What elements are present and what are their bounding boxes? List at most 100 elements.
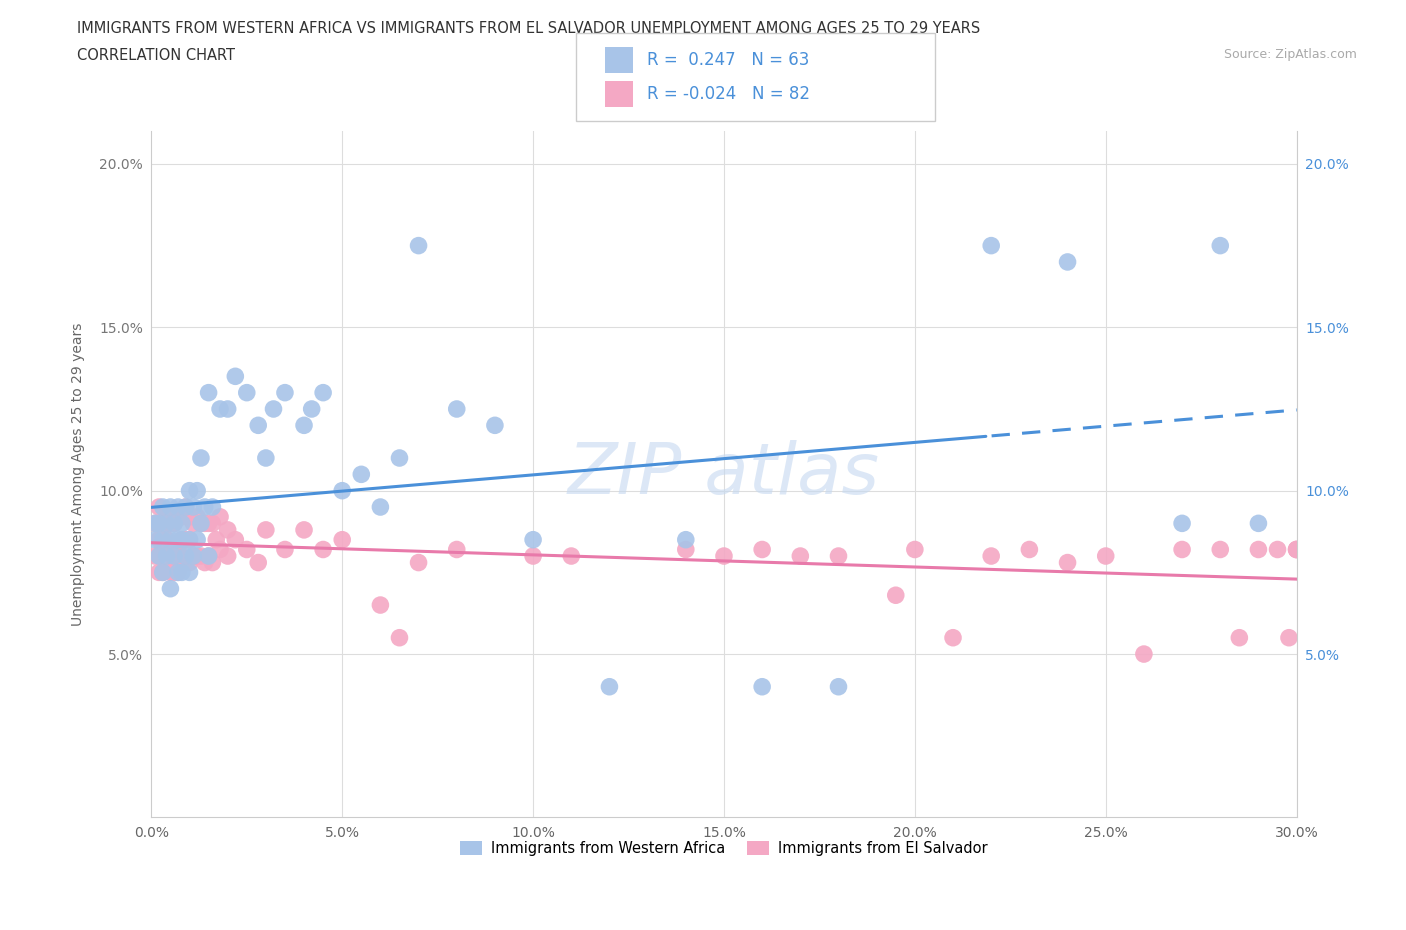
Text: R =  0.247   N = 63: R = 0.247 N = 63 [647,51,808,69]
Point [942,631,965,645]
Point [217,549,239,564]
Point [163,516,186,531]
Point [675,532,697,547]
Point [713,549,735,564]
Text: R = -0.024   N = 82: R = -0.024 N = 82 [647,85,810,102]
Point [1285,542,1308,557]
Point [155,510,177,525]
Point [1209,238,1232,253]
Point [148,549,170,564]
Point [274,542,297,557]
Point [197,549,219,564]
Point [217,523,239,538]
Point [1227,631,1250,645]
Point [179,532,201,547]
Point [274,385,297,400]
Point [163,549,186,564]
Point [1285,542,1308,557]
Point [446,542,468,557]
Point [186,484,208,498]
Point [224,532,246,547]
Point [170,565,193,579]
Text: ZIP atlas: ZIP atlas [568,440,880,509]
Point [174,532,197,547]
Point [155,555,177,570]
Point [598,679,620,694]
Point [197,385,219,400]
Point [143,549,166,564]
Point [1267,542,1289,557]
Point [148,532,170,547]
Point [247,555,270,570]
Point [522,532,544,547]
Point [159,542,181,557]
Y-axis label: Unemployment Among Ages 25 to 29 years: Unemployment Among Ages 25 to 29 years [72,323,86,626]
Point [904,542,927,557]
Point [170,532,193,547]
Point [201,499,224,514]
Point [152,532,174,547]
Point [179,484,201,498]
Point [1018,542,1040,557]
Point [751,542,773,557]
Point [159,516,181,531]
Point [254,523,277,538]
Point [330,484,353,498]
Point [148,499,170,514]
Point [179,555,201,570]
Point [388,631,411,645]
Point [143,516,166,531]
Point [170,516,193,531]
Point [1056,255,1078,270]
Point [1094,549,1116,564]
Point [827,549,849,564]
Point [675,542,697,557]
Point [194,499,217,514]
Point [1209,542,1232,557]
Point [190,516,212,531]
Point [751,679,773,694]
Point [152,499,174,514]
Point [179,510,201,525]
Point [152,565,174,579]
Point [247,418,270,432]
Point [209,510,232,525]
Point [143,516,166,531]
Point [224,369,246,384]
Point [174,499,197,514]
Point [789,549,811,564]
Point [236,542,259,557]
Point [186,549,208,564]
Point [388,450,411,465]
Point [205,532,228,547]
Point [167,542,190,557]
Point [301,402,323,417]
Point [236,385,259,400]
Point [980,238,1002,253]
Point [263,402,285,417]
Point [408,238,430,253]
Point [254,450,277,465]
Point [186,532,208,547]
Point [522,549,544,564]
Point [167,510,190,525]
Point [170,532,193,547]
Legend: Immigrants from Western Africa, Immigrants from El Salvador: Immigrants from Western Africa, Immigran… [454,835,993,861]
Point [148,565,170,579]
Point [159,581,181,596]
Point [174,549,197,564]
Point [560,549,582,564]
Point [170,555,193,570]
Point [292,523,315,538]
Point [201,516,224,531]
Point [312,385,335,400]
Point [183,549,205,564]
Point [209,402,232,417]
Point [217,402,239,417]
Point [370,499,392,514]
Point [194,555,217,570]
Point [167,565,190,579]
Point [163,542,186,557]
Point [148,516,170,531]
Point [183,549,205,564]
